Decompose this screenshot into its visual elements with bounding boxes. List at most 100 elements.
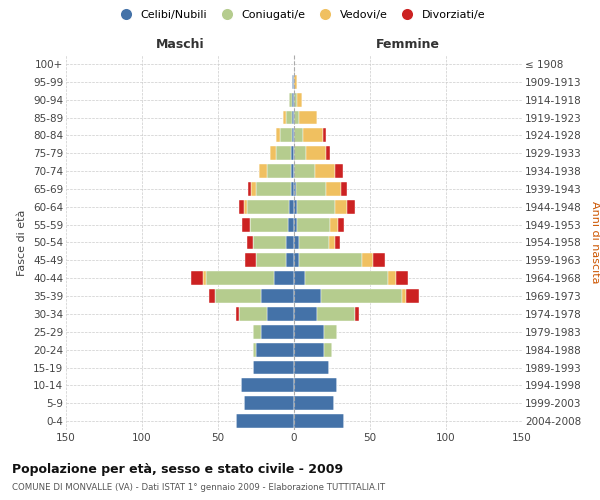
Bar: [406, 289, 419, 303]
Bar: [191, 271, 203, 285]
Bar: [297, 92, 302, 106]
Bar: [294, 414, 344, 428]
Bar: [396, 271, 408, 285]
Bar: [335, 200, 347, 214]
Bar: [276, 128, 280, 142]
Bar: [239, 307, 266, 321]
Bar: [294, 396, 334, 410]
Bar: [286, 254, 294, 268]
Bar: [294, 200, 297, 214]
Bar: [244, 396, 294, 410]
Bar: [317, 307, 355, 321]
Bar: [280, 128, 292, 142]
Bar: [296, 182, 326, 196]
Bar: [286, 110, 292, 124]
Bar: [294, 236, 299, 250]
Bar: [362, 254, 373, 268]
Bar: [294, 325, 325, 339]
Bar: [215, 289, 260, 303]
Bar: [245, 254, 256, 268]
Bar: [326, 182, 341, 196]
Bar: [239, 200, 244, 214]
Bar: [388, 271, 396, 285]
Bar: [306, 146, 326, 160]
Bar: [253, 360, 294, 374]
Bar: [292, 110, 294, 124]
Bar: [289, 92, 292, 106]
Y-axis label: Anni di nascita: Anni di nascita: [590, 201, 600, 284]
Bar: [294, 75, 297, 89]
Bar: [331, 218, 338, 232]
Bar: [253, 325, 260, 339]
Bar: [402, 289, 406, 303]
Bar: [294, 92, 297, 106]
Bar: [266, 164, 291, 178]
Bar: [323, 128, 326, 142]
Bar: [276, 146, 291, 160]
Bar: [294, 378, 337, 392]
Text: Femmine: Femmine: [376, 38, 440, 52]
Text: Maschi: Maschi: [155, 38, 205, 52]
Bar: [294, 289, 322, 303]
Bar: [294, 146, 306, 160]
Bar: [253, 342, 256, 356]
Bar: [355, 307, 359, 321]
Bar: [291, 182, 294, 196]
Bar: [266, 307, 294, 321]
Bar: [294, 128, 303, 142]
Bar: [260, 289, 294, 303]
Bar: [294, 218, 297, 232]
Bar: [260, 325, 294, 339]
Bar: [209, 289, 215, 303]
Bar: [274, 271, 294, 285]
Bar: [248, 182, 251, 196]
Bar: [335, 164, 343, 178]
Bar: [373, 254, 385, 268]
Bar: [291, 164, 294, 178]
Bar: [286, 236, 294, 250]
Bar: [251, 182, 256, 196]
Bar: [326, 146, 331, 160]
Bar: [303, 128, 323, 142]
Bar: [206, 271, 274, 285]
Bar: [283, 110, 286, 124]
Bar: [347, 200, 355, 214]
Bar: [203, 271, 206, 285]
Bar: [292, 92, 294, 106]
Bar: [341, 182, 347, 196]
Bar: [256, 342, 294, 356]
Bar: [256, 182, 291, 196]
Bar: [299, 236, 329, 250]
Bar: [322, 289, 402, 303]
Bar: [335, 236, 340, 250]
Bar: [299, 254, 362, 268]
Bar: [256, 254, 286, 268]
Bar: [338, 218, 344, 232]
Text: Popolazione per età, sesso e stato civile - 2009: Popolazione per età, sesso e stato civil…: [12, 462, 343, 475]
Bar: [305, 271, 388, 285]
Bar: [294, 254, 299, 268]
Bar: [250, 218, 288, 232]
Bar: [315, 164, 335, 178]
Bar: [292, 128, 294, 142]
Bar: [269, 146, 276, 160]
Legend: Celibi/Nubili, Coniugati/e, Vedovi/e, Divorziati/e: Celibi/Nubili, Coniugati/e, Vedovi/e, Di…: [110, 6, 490, 25]
Bar: [299, 110, 317, 124]
Bar: [294, 342, 325, 356]
Bar: [294, 182, 296, 196]
Bar: [241, 378, 294, 392]
Bar: [294, 110, 299, 124]
Bar: [297, 200, 335, 214]
Bar: [247, 200, 289, 214]
Bar: [292, 75, 294, 89]
Bar: [291, 146, 294, 160]
Bar: [289, 200, 294, 214]
Bar: [294, 307, 317, 321]
Bar: [236, 414, 294, 428]
Bar: [259, 164, 266, 178]
Y-axis label: Fasce di età: Fasce di età: [17, 210, 28, 276]
Bar: [236, 307, 239, 321]
Bar: [288, 218, 294, 232]
Bar: [294, 360, 329, 374]
Text: COMUNE DI MONVALLE (VA) - Dati ISTAT 1° gennaio 2009 - Elaborazione TUTTITALIA.I: COMUNE DI MONVALLE (VA) - Dati ISTAT 1° …: [12, 482, 385, 492]
